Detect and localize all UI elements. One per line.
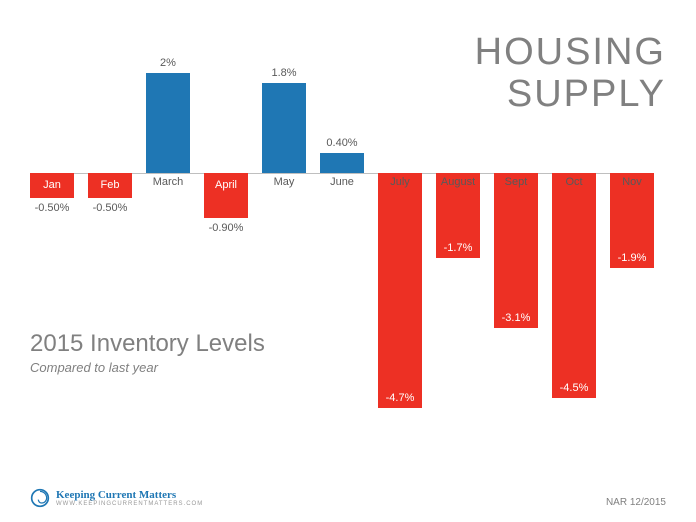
month-label: June <box>330 176 354 188</box>
month-label: Sept <box>505 176 528 188</box>
bar-march <box>146 73 190 173</box>
value-label: -1.9% <box>618 252 647 264</box>
value-label: -0.90% <box>209 222 244 234</box>
month-label: August <box>441 176 475 188</box>
month-label: July <box>390 176 410 188</box>
month-label: Nov <box>622 176 642 188</box>
month-label: March <box>153 176 184 188</box>
source-citation: NAR 12/2015 <box>606 497 666 508</box>
bar-may <box>262 83 306 173</box>
month-label: Oct <box>565 176 582 188</box>
chart-subtitle: 2015 Inventory Levels Compared to last y… <box>30 330 265 375</box>
month-label: Feb <box>101 179 120 191</box>
value-label: -3.1% <box>502 312 531 324</box>
value-label: -1.7% <box>444 242 473 254</box>
brand-name: Keeping Current Matters <box>56 489 203 501</box>
value-label: -4.5% <box>560 382 589 394</box>
bar-oct <box>552 173 596 398</box>
swirl-icon <box>30 488 50 508</box>
value-label: -4.7% <box>386 392 415 404</box>
bar-sept <box>494 173 538 328</box>
brand-logo: Keeping Current Matters WWW.KEEPINGCURRE… <box>30 488 203 508</box>
value-label: 2% <box>160 57 176 69</box>
value-label: -0.50% <box>93 202 128 214</box>
value-label: 0.40% <box>326 137 357 149</box>
bar-july <box>378 173 422 408</box>
bar-june <box>320 153 364 173</box>
value-label: -0.50% <box>35 202 70 214</box>
brand-text: Keeping Current Matters WWW.KEEPINGCURRE… <box>56 489 203 507</box>
footer: Keeping Current Matters WWW.KEEPINGCURRE… <box>30 488 666 508</box>
value-label: 1.8% <box>271 67 296 79</box>
month-label: May <box>274 176 295 188</box>
month-label: Jan <box>43 179 61 191</box>
subtitle-sub: Compared to last year <box>30 360 265 375</box>
brand-tagline: WWW.KEEPINGCURRENTMATTERS.COM <box>56 501 203 507</box>
month-label: April <box>215 179 237 191</box>
subtitle-main: 2015 Inventory Levels <box>30 330 265 358</box>
